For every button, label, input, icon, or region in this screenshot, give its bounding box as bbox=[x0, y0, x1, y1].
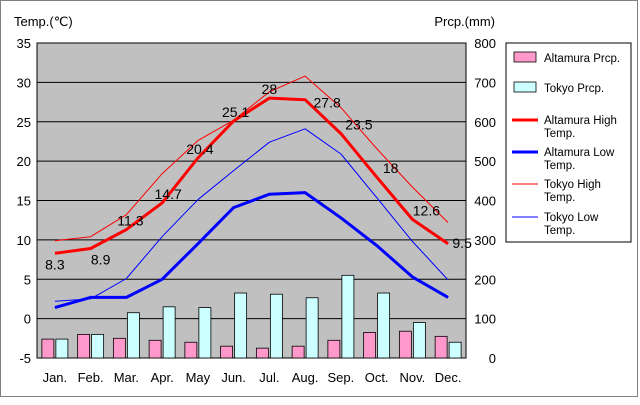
x-tick-label: Dec. bbox=[435, 370, 462, 385]
y-left-tick-label: 0 bbox=[24, 312, 31, 327]
line-altamura-high-temp bbox=[54, 96, 449, 255]
bar-tokyo-prcp bbox=[162, 306, 176, 359]
bar-altamura-prcp bbox=[255, 347, 269, 359]
y-left-tick-label: 35 bbox=[17, 36, 31, 51]
bar-altamura-prcp bbox=[77, 333, 91, 359]
bar-tokyo-prcp bbox=[55, 338, 69, 359]
bar-tokyo-prcp bbox=[412, 322, 426, 359]
legend-label-altamura-high-temp: Altamura High Temp. bbox=[544, 115, 617, 140]
line-tokyo-high-temp bbox=[54, 75, 449, 242]
bar-altamura-prcp bbox=[327, 339, 341, 359]
line-tokyo-low-temp bbox=[54, 128, 449, 302]
y-right-tick-label: 800 bbox=[474, 36, 496, 51]
x-tick-label: Apr. bbox=[151, 370, 174, 385]
x-tick-label: Nov. bbox=[399, 370, 425, 385]
y-left-tick-label: 30 bbox=[17, 75, 31, 90]
bar-altamura-prcp bbox=[112, 337, 126, 359]
x-tick-label: Feb. bbox=[78, 370, 104, 385]
x-tick-label: Sep. bbox=[328, 370, 355, 385]
x-tick-label: Jan. bbox=[43, 370, 68, 385]
bar-altamura-prcp bbox=[148, 339, 162, 359]
legend-label-tokyo-high-temp: Tokyo High Temp. bbox=[544, 179, 601, 204]
legend-swatch-altamura-prcp bbox=[513, 51, 537, 63]
legend-label-altamura-prcp: Altamura Prcp. bbox=[544, 53, 620, 65]
x-tick-label: May bbox=[186, 370, 211, 385]
bar-tokyo-prcp bbox=[269, 293, 283, 359]
y-right-tick-label: 300 bbox=[474, 233, 496, 248]
data-label-altamura-high: 28 bbox=[262, 81, 278, 97]
y-left-tick-label: 25 bbox=[17, 115, 31, 130]
bar-altamura-prcp bbox=[398, 330, 412, 359]
y-left-tick-label: 10 bbox=[17, 233, 31, 248]
data-label-altamura-high: 8.3 bbox=[45, 256, 65, 272]
bar-altamura-prcp bbox=[291, 345, 305, 359]
data-label-altamura-high: 23.5 bbox=[345, 117, 372, 133]
legend-label-tokyo-prcp: Tokyo Prcp. bbox=[544, 83, 604, 95]
y-right-tick-label: 200 bbox=[474, 272, 496, 287]
data-label-altamura-high: 14.7 bbox=[155, 186, 182, 202]
x-tick-label: Aug. bbox=[292, 370, 319, 385]
y-left-tick-label: 5 bbox=[24, 272, 31, 287]
x-tick-label: Jun. bbox=[221, 370, 246, 385]
x-tick-label: Jul. bbox=[259, 370, 279, 385]
data-label-altamura-high: 18 bbox=[383, 160, 399, 176]
y-right-tick-label: 100 bbox=[474, 312, 496, 327]
x-tick-label: Oct. bbox=[365, 370, 389, 385]
y-right-tick-label: 500 bbox=[474, 154, 496, 169]
legend-label-altamura-low-temp: Altamura Low Temp. bbox=[544, 147, 615, 172]
data-label-altamura-high: 9.5 bbox=[452, 235, 472, 251]
y-right-tick-label: 600 bbox=[474, 115, 496, 130]
data-label-altamura-high: 25.1 bbox=[222, 104, 249, 120]
x-tick-label: Mar. bbox=[114, 370, 139, 385]
bar-tokyo-prcp bbox=[305, 297, 319, 359]
bar-tokyo-prcp bbox=[377, 292, 391, 359]
y-right-tick-label: 700 bbox=[474, 75, 496, 90]
legend-swatch-tokyo-prcp bbox=[513, 81, 537, 93]
y-right-axis-title: Prcp.(mm) bbox=[434, 14, 495, 29]
data-label-altamura-high: 12.6 bbox=[413, 202, 440, 218]
bar-altamura-prcp bbox=[41, 338, 55, 359]
bar-altamura-prcp bbox=[434, 335, 448, 359]
bar-altamura-prcp bbox=[220, 345, 234, 359]
legend-label-tokyo-low-temp: Tokyo Low Temp. bbox=[544, 212, 599, 237]
bar-tokyo-prcp bbox=[341, 274, 355, 359]
y-left-tick-label: -5 bbox=[19, 351, 31, 366]
data-label-altamura-high: 11.3 bbox=[117, 213, 143, 229]
y-right-tick-label: 0 bbox=[489, 351, 496, 366]
y-left-tick-label: 20 bbox=[17, 154, 31, 169]
y-left-axis-title: Temp.(℃) bbox=[14, 14, 73, 29]
data-label-altamura-high: 8.9 bbox=[91, 252, 111, 268]
bar-tokyo-prcp bbox=[126, 312, 140, 359]
bar-tokyo-prcp bbox=[234, 292, 248, 359]
line-altamura-low-temp bbox=[54, 191, 449, 310]
bar-altamura-prcp bbox=[184, 341, 198, 359]
bar-tokyo-prcp bbox=[198, 307, 212, 359]
bar-tokyo-prcp bbox=[448, 341, 462, 359]
data-label-altamura-high: 27.8 bbox=[314, 95, 341, 111]
bar-altamura-prcp bbox=[363, 332, 377, 359]
data-label-altamura-high: 20.4 bbox=[186, 141, 213, 157]
legend-box bbox=[505, 42, 632, 243]
y-left-tick-label: 15 bbox=[17, 194, 31, 209]
y-right-tick-label: 400 bbox=[474, 194, 496, 209]
bar-tokyo-prcp bbox=[91, 333, 105, 359]
